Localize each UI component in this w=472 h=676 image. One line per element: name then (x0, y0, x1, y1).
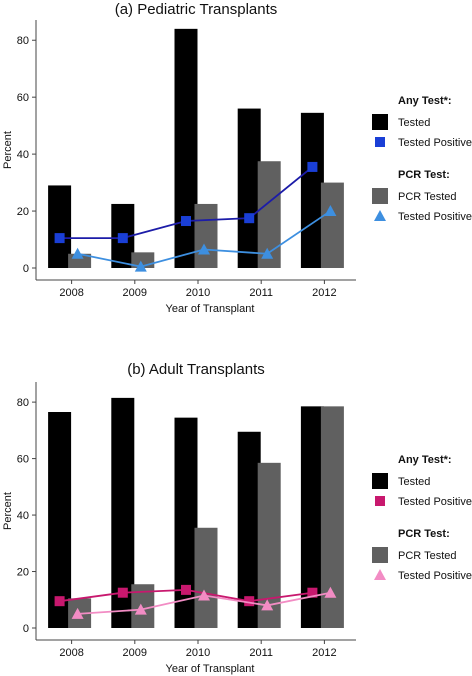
bar-pcr-tested (194, 203, 218, 268)
legend: Any Test*: Tested Tested Positive PCR Test:… (372, 95, 472, 223)
y-tick-label: 40 (17, 510, 29, 522)
bar-tested (174, 28, 198, 268)
bar-tested (111, 397, 135, 628)
bar-tested (300, 406, 324, 628)
legend-label: Tested Positive (398, 496, 472, 508)
legend-label: PCR Tested (398, 191, 457, 203)
marker-any-test-positive (181, 216, 191, 227)
x-tick-label: 2010 (186, 287, 210, 299)
x-tick-label: 2010 (186, 647, 210, 659)
x-tick-label: 2009 (123, 287, 147, 299)
legend-swatch-square (375, 137, 385, 147)
marker-any-test-positive (307, 161, 318, 172)
legend-swatch-triangle (374, 569, 386, 580)
marker-pcr-test-positive (324, 205, 337, 217)
marker-any-test-positive (54, 596, 65, 607)
y-tick-label: 20 (17, 206, 29, 218)
marker-any-test-positive (117, 233, 128, 244)
marker-any-test-positive (117, 587, 128, 598)
bar-tested (237, 431, 261, 628)
legend-swatch-bar (372, 473, 388, 489)
x-tick-label: 2008 (59, 647, 83, 659)
legend-header: Any Test*: (398, 454, 452, 466)
x-tick-label: 2011 (249, 287, 273, 299)
y-tick-label: 40 (17, 149, 29, 161)
chart-title: (b) Adult Transplants (127, 361, 265, 378)
legend-swatch-triangle (374, 210, 386, 221)
marker-pcr-test-positive (134, 260, 147, 272)
legend-swatch-square (375, 496, 385, 506)
bar-pcr-tested (194, 527, 218, 628)
marker-any-test-positive (244, 596, 255, 607)
bar-tested (237, 108, 261, 269)
legend-swatch-bar (372, 114, 388, 130)
y-tick-label: 80 (17, 35, 29, 47)
y-tick-label: 80 (17, 397, 29, 409)
marker-pcr-test-positive (198, 589, 210, 601)
legend-label: Tested Positive (398, 211, 472, 223)
x-tick-label: 2012 (312, 287, 336, 299)
y-axis-label: Percent (2, 492, 14, 530)
marker-pcr-test-positive (71, 247, 84, 259)
legend-label: PCR Tested (398, 550, 457, 562)
marker-pcr-test-positive (71, 607, 84, 619)
legend-label: Tested (398, 476, 430, 488)
marker-any-test-positive (307, 587, 318, 598)
y-tick-label: 0 (23, 623, 29, 635)
y-tick-label: 20 (17, 567, 29, 579)
bar-pcr-tested (320, 182, 344, 268)
y-axis-label: Percent (2, 131, 14, 169)
bar-pcr-tested (257, 462, 281, 628)
x-axis-label: Year of Transplant (166, 303, 255, 315)
bar-pcr-tested (131, 584, 155, 628)
legend-swatch-bar (372, 188, 388, 204)
marker-pcr-test-positive (198, 243, 210, 255)
y-tick-label: 60 (17, 454, 29, 466)
bar-tested (174, 417, 198, 628)
marker-any-test-positive (244, 213, 255, 224)
legend-header: PCR Test: (398, 528, 450, 540)
chart-panel-a: (a) Pediatric Transplants 0 20 40 60 80 Percen… (2, 1, 472, 315)
x-tick-label: 2011 (249, 647, 273, 659)
x-tick-label: 2012 (312, 647, 336, 659)
marker-pcr-test-positive (261, 599, 274, 611)
y-tick-label: 60 (17, 92, 29, 104)
legend-label: Tested Positive (398, 570, 472, 582)
marker-any-test-positive (181, 584, 191, 595)
y-tick-label: 0 (23, 263, 29, 275)
marker-pcr-test-positive (134, 603, 147, 615)
x-tick-label: 2008 (59, 287, 83, 299)
bar-tested (48, 412, 72, 628)
marker-pcr-test-positive (324, 586, 337, 598)
legend-header: PCR Test: (398, 169, 450, 181)
legend-label: Tested Positive (398, 137, 472, 149)
chart-title: (a) Pediatric Transplants (115, 1, 278, 18)
x-axis-label: Year of Transplant (166, 663, 255, 675)
marker-pcr-test-positive (261, 247, 274, 259)
legend-label: Tested (398, 117, 430, 129)
x-tick-label: 2009 (123, 647, 147, 659)
legend: Any Test*: Tested Tested Positive PCR Test:… (372, 454, 472, 582)
bar-tested (48, 185, 72, 268)
bar-pcr-tested (257, 161, 281, 268)
bar-pcr-tested (320, 406, 344, 628)
chart-panel-b: (b) Adult Transplants 0 20 40 60 80 Percent 200… (2, 361, 472, 675)
marker-any-test-positive (54, 233, 65, 244)
legend-header: Any Test*: (398, 95, 452, 107)
bar-tested (300, 112, 324, 268)
legend-swatch-bar (372, 547, 388, 563)
